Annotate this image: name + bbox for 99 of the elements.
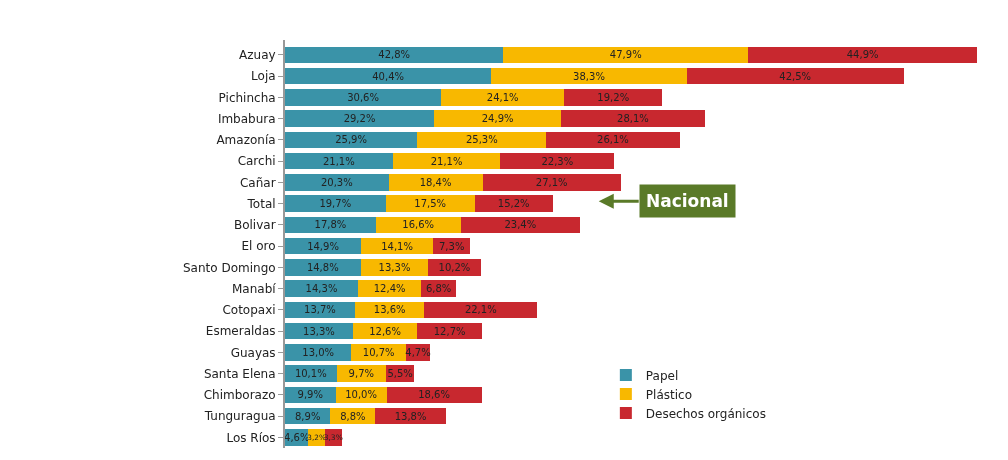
y-tick-label: El oro	[241, 239, 276, 254]
y-tick-label: Total	[246, 196, 276, 211]
data-label: 30,6%	[347, 91, 379, 103]
data-label: 9,9%	[297, 389, 323, 401]
data-label: 19,2%	[597, 91, 630, 103]
data-label: 10,0%	[345, 389, 377, 401]
bar	[417, 131, 547, 149]
data-label: 19,7%	[319, 198, 352, 210]
data-label: 13,8%	[394, 410, 427, 422]
data-label: 13,6%	[373, 304, 406, 316]
y-tick-label: Azuay	[239, 48, 276, 63]
data-label: 6,8%	[425, 283, 452, 295]
data-label: 12,7%	[433, 325, 466, 337]
bar	[285, 67, 492, 85]
data-label: 24,9%	[481, 113, 514, 125]
data-label: 22,1%	[464, 304, 497, 316]
legend-label: Papel	[645, 368, 679, 383]
y-tick-label: Guayas	[230, 345, 276, 360]
bar	[686, 67, 904, 85]
bar	[388, 174, 483, 191]
bar	[482, 174, 621, 191]
data-label: 10,1%	[294, 368, 327, 380]
data-label: 18,6%	[418, 389, 450, 401]
data-label: 16,6%	[402, 219, 435, 231]
data-label: 17,5%	[414, 198, 447, 210]
y-tick-label: Chimborazo	[203, 388, 276, 403]
y-tick-label: Bolivar	[233, 218, 276, 233]
data-label: 12,6%	[369, 325, 401, 337]
bar	[474, 195, 553, 212]
y-tick-label: Esmeraldas	[205, 324, 276, 339]
y-tick-label: Amazonía	[216, 133, 276, 148]
data-label: 28,1%	[617, 113, 649, 125]
bar	[546, 131, 680, 149]
data-label: 13,3%	[378, 261, 411, 273]
data-label: 38,3%	[573, 70, 605, 82]
data-label: 23,4%	[504, 219, 537, 231]
annotation: Nacional	[646, 191, 729, 211]
data-label: 25,9%	[335, 134, 367, 146]
data-label: 17,8%	[314, 219, 347, 231]
bar	[285, 174, 389, 191]
bar	[285, 110, 435, 127]
data-label: 13,3%	[303, 325, 335, 337]
y-tick-label: Pichincha	[218, 90, 276, 105]
bar	[564, 89, 663, 106]
data-label: 14,9%	[307, 240, 339, 252]
data-label: 40,4%	[372, 70, 405, 82]
y-tick-label: Imbabura	[217, 111, 276, 126]
y-tick-label: Tunguragua	[203, 409, 276, 424]
data-label: 29,2%	[343, 113, 376, 125]
y-tick-label: Carchi	[237, 154, 276, 169]
y-tick-label: Santo Domingo	[182, 260, 276, 275]
data-label: 25,3%	[465, 134, 498, 146]
data-label: 26,1%	[597, 134, 629, 146]
data-label: 7,3%	[438, 240, 465, 252]
data-label: 13,7%	[304, 304, 336, 316]
data-label: 44,9%	[846, 49, 879, 61]
data-label: 20,3%	[320, 176, 353, 188]
bar	[285, 46, 504, 64]
bar	[385, 195, 475, 212]
data-label: 22,3%	[541, 155, 574, 167]
y-tick-label: Loja	[251, 69, 276, 84]
legend-label: Plástico	[645, 387, 693, 402]
data-label: 24,1%	[486, 91, 519, 103]
data-label: 8,8%	[340, 410, 366, 422]
data-label: 47,9%	[609, 49, 642, 61]
bar	[285, 280, 358, 297]
data-label: 42,5%	[779, 70, 812, 82]
data-label: 15,2%	[497, 198, 530, 210]
data-label: 27,1%	[535, 176, 568, 188]
data-label: 21,1%	[322, 155, 355, 167]
data-label: 14,8%	[306, 261, 339, 273]
data-label: 5,5%	[387, 368, 413, 380]
data-label: 14,1%	[381, 240, 413, 252]
data-label: 18,4%	[419, 176, 452, 188]
bar	[748, 46, 978, 64]
data-label: 8,9%	[295, 410, 321, 422]
data-label: 14,3%	[305, 283, 338, 295]
bar	[441, 89, 565, 106]
y-tick-label: Los Ríos	[226, 430, 276, 445]
bar	[503, 46, 749, 64]
data-label: 42,8%	[378, 49, 411, 61]
y-tick-label: Santa Elena	[203, 366, 276, 381]
data-label: 13,0%	[302, 346, 335, 358]
y-tick-label: Manabí	[231, 281, 277, 296]
y-tick-label: Cotopaxi	[222, 303, 276, 318]
data-label: 10,7%	[362, 346, 395, 358]
bar	[285, 89, 442, 106]
legend-label: Desechos orgánicos	[645, 406, 766, 421]
data-label: 10,2%	[438, 261, 471, 273]
bar	[285, 259, 361, 276]
bar	[561, 110, 705, 127]
bar	[285, 131, 418, 149]
y-tick-label: Cañar	[239, 175, 276, 190]
data-label: 21,1%	[430, 155, 463, 167]
bar	[285, 195, 386, 212]
bar	[434, 110, 562, 127]
bar	[491, 67, 687, 85]
data-label: 12,4%	[373, 283, 406, 295]
data-label: 9,7%	[348, 368, 375, 380]
